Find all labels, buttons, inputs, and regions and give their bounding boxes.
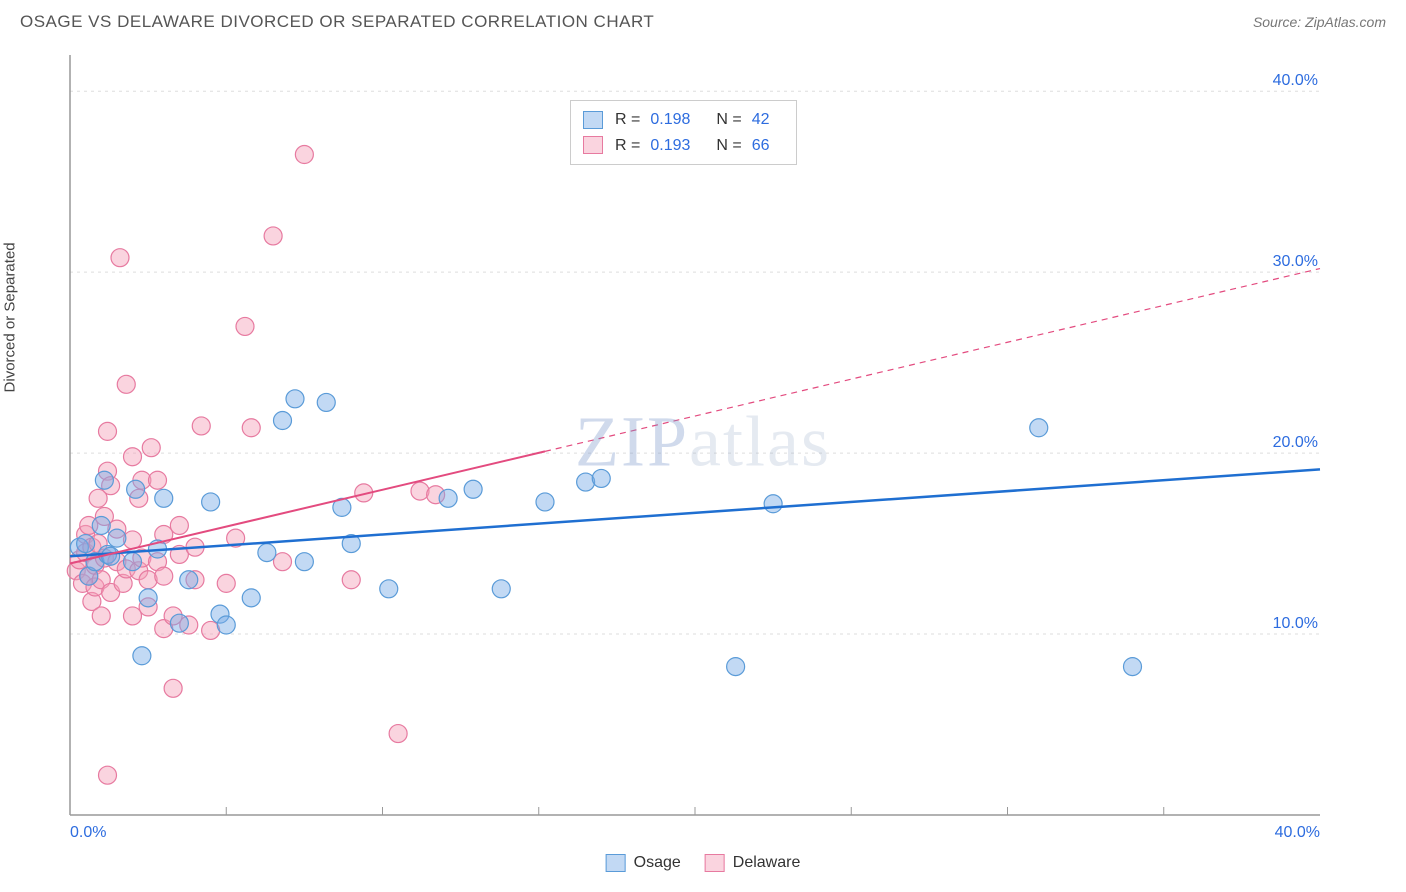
legend-item: Delaware [705, 854, 801, 872]
data-point [149, 471, 167, 489]
data-point [170, 516, 188, 534]
legend-swatch [583, 111, 603, 129]
legend-swatch [705, 854, 725, 872]
data-point [274, 412, 292, 430]
svg-text:40.0%: 40.0% [1275, 824, 1320, 841]
chart-area: Divorced or Separated R =0.198 N =42 R =… [20, 45, 1386, 872]
data-point [155, 567, 173, 585]
data-point [1124, 658, 1142, 676]
data-point [464, 480, 482, 498]
svg-text:20.0%: 20.0% [1273, 434, 1318, 451]
data-point [180, 571, 198, 589]
svg-text:10.0%: 10.0% [1273, 615, 1318, 632]
data-point [492, 580, 510, 598]
legend-row: R =0.198 N =42 [583, 107, 784, 133]
data-point [217, 616, 235, 634]
data-point [77, 535, 95, 553]
data-point [380, 580, 398, 598]
data-point [92, 516, 110, 534]
data-point [286, 390, 304, 408]
legend-swatch [606, 854, 626, 872]
data-point [170, 614, 188, 632]
data-point [295, 146, 313, 164]
data-point [92, 607, 110, 625]
data-point [124, 607, 142, 625]
data-point [139, 571, 157, 589]
data-point [295, 553, 313, 571]
data-point [124, 448, 142, 466]
data-point [117, 375, 135, 393]
data-point [99, 766, 117, 784]
data-point [317, 393, 335, 411]
data-point [108, 529, 126, 547]
data-point [389, 725, 407, 743]
data-point [202, 493, 220, 511]
data-point [342, 571, 360, 589]
data-point [258, 544, 276, 562]
data-point [727, 658, 745, 676]
svg-text:0.0%: 0.0% [70, 824, 106, 841]
data-point [99, 422, 117, 440]
chart-title: OSAGE VS DELAWARE DIVORCED OR SEPARATED … [20, 12, 654, 32]
data-point [274, 553, 292, 571]
data-point [242, 419, 260, 437]
svg-text:30.0%: 30.0% [1273, 253, 1318, 270]
data-point [242, 589, 260, 607]
data-point [217, 574, 235, 592]
data-point [192, 417, 210, 435]
source-label: Source: ZipAtlas.com [1253, 14, 1386, 30]
header: OSAGE VS DELAWARE DIVORCED OR SEPARATED … [0, 0, 1406, 40]
data-point [127, 480, 145, 498]
data-point [236, 317, 254, 335]
correlation-legend: R =0.198 N =42 R =0.193 N =66 [570, 100, 797, 165]
data-point [536, 493, 554, 511]
data-point [124, 553, 142, 571]
data-point [592, 469, 610, 487]
data-point [133, 647, 151, 665]
data-point [264, 227, 282, 245]
legend-swatch [583, 136, 603, 154]
data-point [95, 471, 113, 489]
data-point [142, 439, 160, 457]
data-point [764, 495, 782, 513]
series-legend: Osage Delaware [606, 854, 801, 872]
legend-row: R =0.193 N =66 [583, 133, 784, 159]
y-axis-label: Divorced or Separated [2, 242, 19, 392]
data-point [439, 489, 457, 507]
data-point [411, 482, 429, 500]
svg-text:40.0%: 40.0% [1273, 72, 1318, 89]
data-point [1030, 419, 1048, 437]
data-point [111, 249, 129, 267]
data-point [139, 589, 157, 607]
data-point [164, 679, 182, 697]
data-point [577, 473, 595, 491]
legend-item: Osage [606, 854, 681, 872]
data-point [155, 489, 173, 507]
